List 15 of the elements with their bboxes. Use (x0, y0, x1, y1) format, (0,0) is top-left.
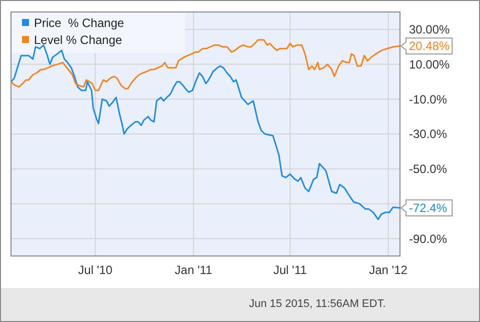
y-tick-label: -50.0% (409, 162, 448, 176)
x-tick-label: Jan '11 (174, 263, 213, 277)
x-tick-label: Jul '10 (78, 263, 113, 277)
y-tick-label: -90.0% (409, 232, 448, 246)
x-tick-label: Jul '11 (273, 263, 308, 277)
annotation: -72.4% (409, 201, 448, 216)
y-tick-label: -30.0% (409, 127, 448, 142)
annotation: 20.48% (409, 39, 450, 54)
y-tick-label: -10.0% (409, 92, 448, 106)
y-tick-label: 10.00% (409, 57, 450, 72)
text: Jun 15 2015, 11:56AM EDT. (249, 298, 386, 310)
legend-label: Level % Change (34, 33, 122, 48)
x-tick-label: Jan '12 (369, 263, 408, 277)
y-tick-label: 30.00% (409, 22, 450, 37)
legend-label: Price % Change (34, 16, 124, 30)
